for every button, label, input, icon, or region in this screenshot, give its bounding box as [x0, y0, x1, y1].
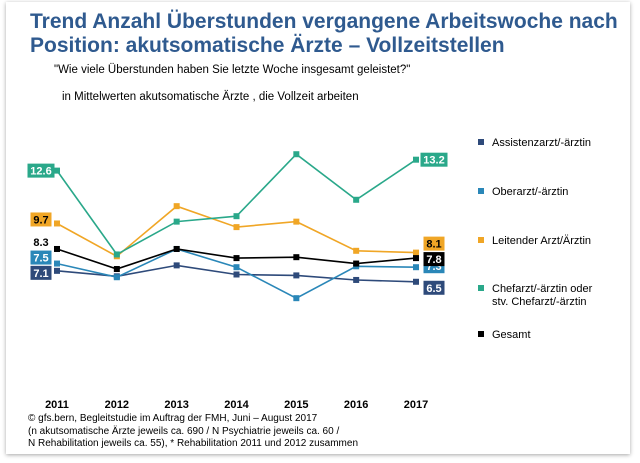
x-tick-label: 2014 — [224, 399, 249, 411]
data-point — [233, 224, 240, 231]
x-tick-label: 2016 — [344, 399, 368, 411]
x-tick-label: 2013 — [164, 399, 188, 411]
footer-line: N Rehabilitation jeweils ca. 55), * Reha… — [28, 438, 359, 449]
data-point — [413, 264, 419, 271]
value-label-box — [420, 152, 448, 167]
footer-line: © gfs.bern, Begleitstudie im Auftrag der… — [28, 413, 318, 424]
data-point — [173, 203, 180, 210]
data-point — [293, 254, 300, 261]
value-label-box — [30, 250, 52, 265]
data-point — [413, 156, 419, 163]
data-point — [173, 218, 180, 225]
data-point — [54, 167, 60, 174]
data-point — [113, 251, 120, 258]
value-label-box — [30, 265, 52, 280]
value-label-box — [30, 212, 52, 227]
data-point — [293, 295, 300, 302]
chart-footer: © gfs.bern, Begleitstudie im Auftrag der… — [28, 413, 358, 451]
chart-title: Trend Anzahl Überstunden vergangene Arbe… — [30, 10, 618, 57]
value-label: 12.6 — [30, 166, 51, 178]
data-point — [173, 245, 180, 252]
value-label: 13.2 — [423, 155, 444, 167]
value-label: 6.5 — [426, 283, 441, 295]
data-point — [173, 262, 180, 269]
data-point — [54, 245, 60, 252]
value-label: 8.1 — [426, 239, 441, 251]
value-label-box — [30, 234, 52, 249]
data-point — [233, 271, 240, 278]
x-tick-label: 2015 — [284, 399, 308, 411]
x-tick-label: 2011 — [45, 399, 69, 411]
legend-label: stv. Chefarzt/-ärztin — [492, 296, 587, 308]
legend-label: Assistenzarzt/-ärztin — [492, 137, 591, 149]
data-point — [113, 266, 120, 273]
footer-line: (n akutsomatische Ärzte jeweils ca. 690 … — [28, 425, 340, 437]
legend-marker — [478, 139, 484, 145]
value-label: 9.7 — [33, 214, 48, 226]
legend-label: Oberarzt/-ärztin — [492, 186, 568, 198]
data-point — [54, 260, 60, 267]
data-point — [353, 276, 360, 283]
data-point — [413, 249, 419, 256]
chart-frame — [6, 2, 630, 454]
legend-label: Chefarzt/-ärztin oder — [492, 283, 593, 295]
value-label: 7.5 — [33, 253, 48, 265]
data-point — [233, 213, 240, 220]
legend-label: Gesamt — [492, 329, 531, 341]
value-label: 7.8 — [426, 254, 441, 266]
legend-marker — [478, 331, 484, 337]
data-point — [293, 272, 300, 279]
data-point — [233, 264, 240, 271]
data-point — [113, 274, 120, 281]
value-label: 7.1 — [33, 268, 48, 280]
legend-marker — [478, 188, 484, 194]
chart-subtitle: "Wie viele Überstunden haben Sie letzte … — [54, 64, 411, 76]
value-label-box — [423, 236, 445, 251]
x-tick-label: 2012 — [105, 399, 129, 411]
data-point — [353, 247, 360, 254]
legend-label: Leitender Arzt/Ärztin — [492, 235, 591, 247]
data-point — [413, 278, 419, 285]
value-label: 8.3 — [33, 237, 48, 249]
data-point — [353, 196, 360, 203]
chart-note: in Mittelwerten akutsomatische Ärzte , d… — [62, 91, 359, 103]
x-tick-label: 2017 — [404, 399, 428, 411]
value-label-box — [27, 163, 55, 178]
data-point — [293, 218, 300, 225]
series-line — [56, 153, 417, 256]
legend-marker — [478, 237, 484, 243]
data-point — [233, 255, 240, 262]
data-point — [54, 220, 60, 227]
legend-marker — [478, 285, 484, 291]
value-label-box — [423, 252, 445, 267]
value-label-box — [423, 280, 445, 295]
data-point — [54, 267, 60, 274]
data-point — [413, 255, 419, 262]
data-point — [293, 151, 300, 158]
data-point — [353, 260, 360, 267]
